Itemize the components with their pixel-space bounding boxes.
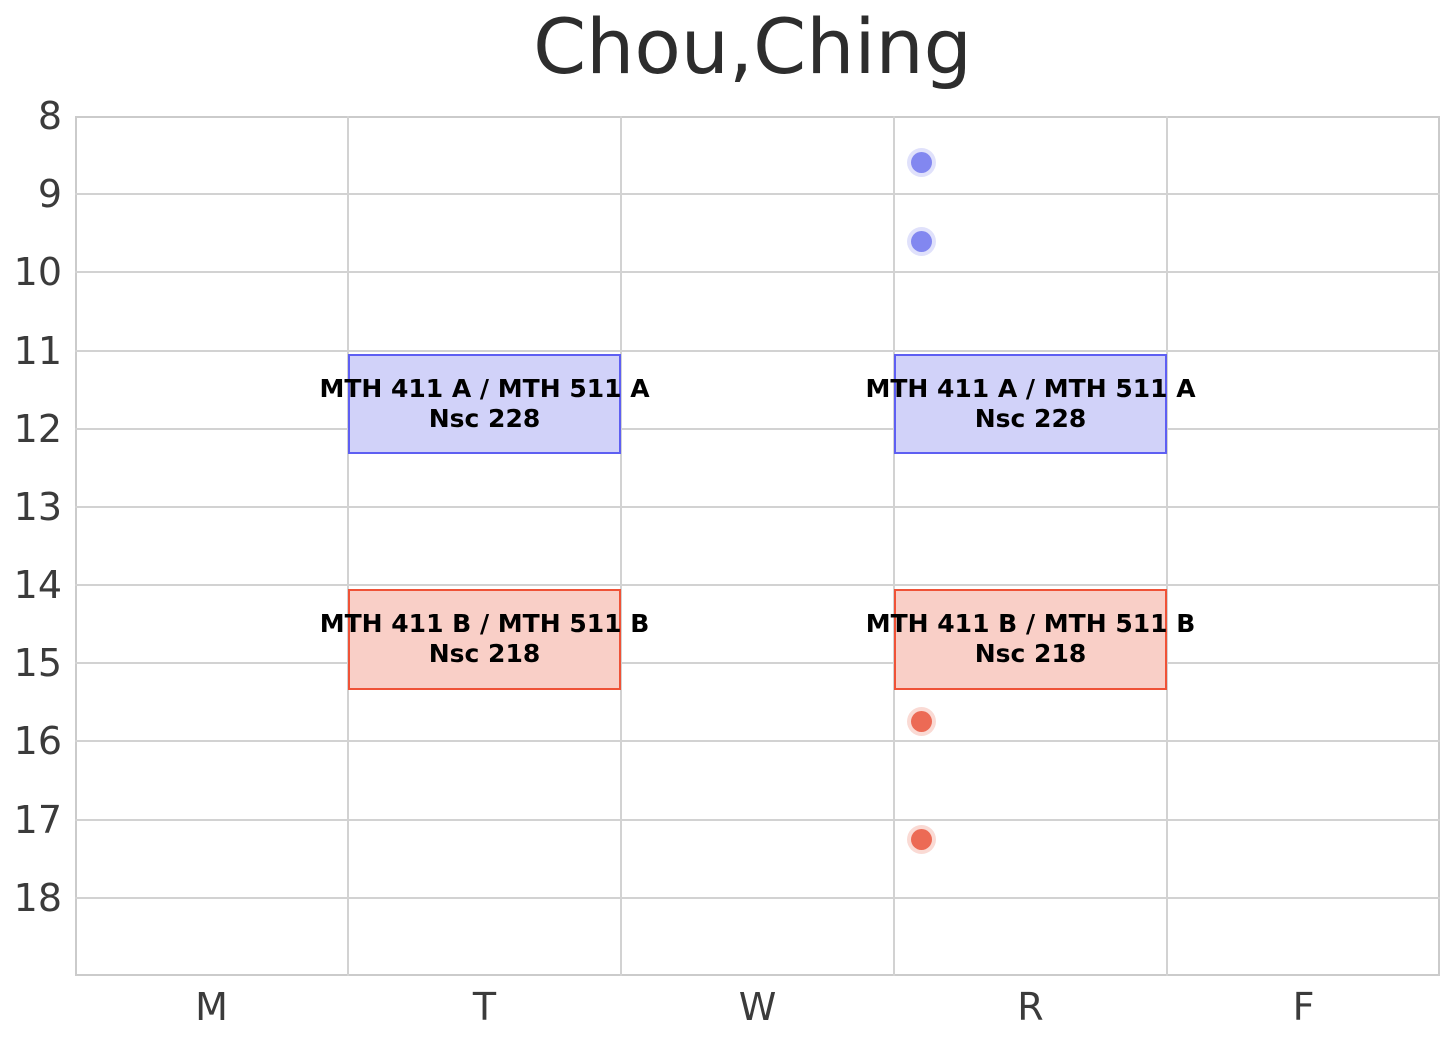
y-tick-label: 9 xyxy=(37,172,62,217)
y-tick-label: 17 xyxy=(13,797,62,842)
gridline-vertical xyxy=(347,116,349,976)
gridline-vertical xyxy=(893,116,895,976)
plot-area xyxy=(75,116,1440,976)
x-tick-label: F xyxy=(1292,985,1315,1029)
scatter-dot xyxy=(910,230,932,252)
gridline-horizontal xyxy=(75,193,1440,196)
y-tick-label: 13 xyxy=(13,484,62,529)
event-box: MTH 411 A / MTH 511 A Nsc 228 xyxy=(319,354,650,454)
event-course-label: MTH 411 B / MTH 511 B xyxy=(865,609,1196,639)
gridline-horizontal xyxy=(75,427,1440,430)
y-tick-label: 15 xyxy=(13,641,62,686)
scatter-dot xyxy=(910,828,932,850)
event-room-label: Nsc 218 xyxy=(428,639,541,669)
gridline-horizontal xyxy=(75,662,1440,665)
gridline-horizontal xyxy=(75,896,1440,899)
x-tick-label: W xyxy=(738,985,777,1029)
gridline-horizontal xyxy=(75,349,1440,352)
x-tick-label: T xyxy=(472,985,497,1029)
chart-title: Chou,Ching xyxy=(533,2,972,91)
event-box: MTH 411 B / MTH 511 B Nsc 218 xyxy=(320,589,649,690)
gridline-vertical xyxy=(1166,116,1168,976)
y-tick-label: 18 xyxy=(13,875,62,920)
y-tick-label: 11 xyxy=(13,328,62,373)
gridline-horizontal xyxy=(75,505,1440,508)
gridline-horizontal xyxy=(75,740,1440,743)
y-tick-label: 12 xyxy=(13,406,62,451)
y-tick-label: 14 xyxy=(13,563,62,608)
event-box: MTH 411 B / MTH 511 B Nsc 218 xyxy=(866,589,1195,690)
event-course-label: MTH 411 A / MTH 511 A xyxy=(319,374,650,404)
event-room-label: Nsc 218 xyxy=(974,639,1087,669)
event-course-label: MTH 411 B / MTH 511 B xyxy=(319,609,650,639)
x-tick-label: R xyxy=(1017,985,1044,1029)
y-tick-label: 10 xyxy=(13,250,62,295)
x-tick-label: M xyxy=(195,985,228,1029)
gridline-horizontal xyxy=(75,584,1440,587)
y-tick-label: 8 xyxy=(37,94,62,138)
gridline-vertical xyxy=(620,116,622,976)
event-course-label: MTH 411 A / MTH 511 A xyxy=(865,374,1196,404)
event-room-label: Nsc 228 xyxy=(974,404,1087,434)
gridline-horizontal xyxy=(75,818,1440,821)
y-tick-label: 16 xyxy=(13,719,62,764)
scatter-dot xyxy=(910,711,932,733)
gridline-horizontal xyxy=(75,271,1440,274)
event-box: MTH 411 A / MTH 511 A Nsc 228 xyxy=(865,354,1196,454)
event-room-label: Nsc 228 xyxy=(428,404,541,434)
scatter-dot xyxy=(910,152,932,174)
